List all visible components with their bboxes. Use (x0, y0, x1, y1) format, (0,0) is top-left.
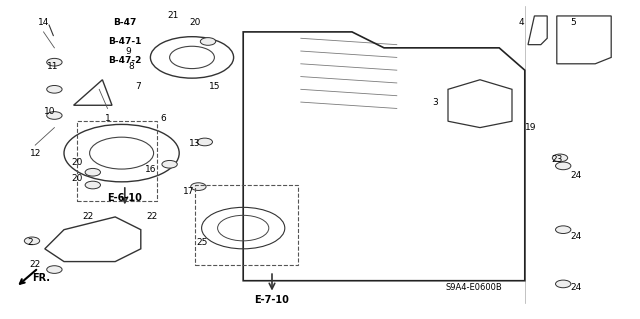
Bar (195, 185, 298, 265)
Text: 25: 25 (196, 238, 207, 247)
Text: S9A4-E0600B: S9A4-E0600B (445, 283, 502, 292)
Text: 20: 20 (189, 18, 201, 27)
Text: 15: 15 (209, 82, 220, 91)
Text: 19: 19 (525, 123, 537, 132)
Circle shape (200, 38, 216, 45)
Circle shape (552, 154, 568, 162)
Circle shape (85, 168, 100, 176)
Circle shape (47, 266, 62, 273)
Circle shape (24, 237, 40, 245)
Text: 21: 21 (167, 11, 179, 20)
Text: 24: 24 (570, 232, 582, 241)
Text: 13: 13 (189, 139, 201, 148)
Circle shape (47, 58, 62, 66)
Text: E-7-10: E-7-10 (255, 295, 289, 305)
Text: 16: 16 (145, 165, 156, 174)
Circle shape (556, 226, 571, 234)
Text: 3: 3 (433, 98, 438, 107)
Text: 24: 24 (570, 283, 582, 292)
Text: B-47: B-47 (113, 18, 136, 27)
Text: 10: 10 (44, 107, 56, 116)
Bar (77, 121, 157, 201)
Circle shape (191, 183, 206, 190)
Text: 17: 17 (183, 187, 195, 196)
Text: FR.: FR. (33, 272, 51, 283)
Text: 1: 1 (105, 114, 110, 122)
Text: 11: 11 (47, 63, 59, 71)
Text: 12: 12 (29, 149, 41, 158)
Circle shape (47, 85, 62, 93)
Text: 4: 4 (519, 18, 524, 27)
Text: 7: 7 (135, 82, 140, 91)
Circle shape (556, 280, 571, 288)
Text: 20: 20 (71, 158, 83, 167)
Text: 5: 5 (570, 18, 575, 27)
Text: E-6-10: E-6-10 (108, 193, 142, 203)
Text: 22: 22 (147, 212, 158, 221)
Text: 6: 6 (161, 114, 166, 122)
Circle shape (162, 160, 177, 168)
Text: 9: 9 (125, 47, 131, 56)
Text: B-47-2: B-47-2 (108, 56, 141, 65)
Text: 8: 8 (129, 63, 134, 71)
Text: B-47-1: B-47-1 (108, 37, 141, 46)
Text: 24: 24 (570, 171, 582, 180)
Circle shape (47, 112, 62, 119)
Text: 22: 22 (29, 260, 41, 269)
Circle shape (556, 162, 571, 170)
Circle shape (197, 138, 212, 146)
Text: 22: 22 (83, 212, 94, 221)
Text: 20: 20 (71, 174, 83, 183)
Text: 23: 23 (551, 155, 563, 164)
Circle shape (85, 181, 100, 189)
Text: 14: 14 (38, 18, 49, 27)
Text: 2: 2 (28, 238, 33, 247)
